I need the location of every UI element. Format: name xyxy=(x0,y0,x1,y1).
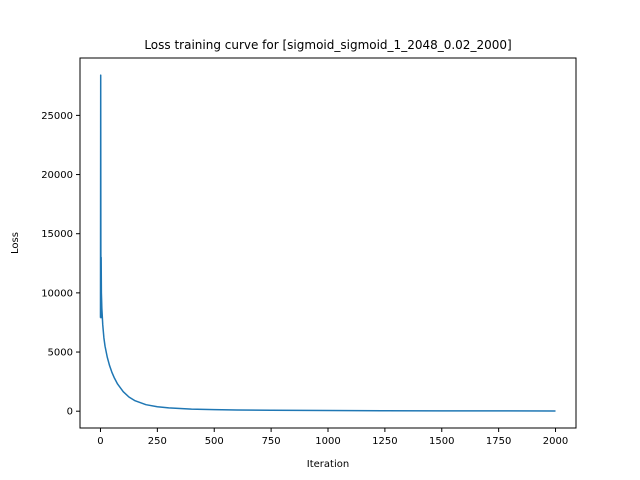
x-axis-ticks: 0 250 500 750 1000 1250 1500 1750 2000 xyxy=(97,428,568,447)
series-layer xyxy=(99,74,556,412)
x-tick-label-1: 250 xyxy=(148,436,167,447)
y-tick-label-4: 20000 xyxy=(41,170,73,181)
series-line-0 xyxy=(99,74,556,412)
x-tick-label-8: 2000 xyxy=(543,436,568,447)
x-tick-label-7: 1750 xyxy=(486,436,511,447)
y-tick-label-2: 10000 xyxy=(41,288,73,299)
x-tick-label-2: 500 xyxy=(205,436,224,447)
y-tick-label-5: 25000 xyxy=(41,111,73,122)
chart-title: Loss training curve for [sigmoid_sigmoid… xyxy=(144,38,511,52)
x-tick-label-3: 750 xyxy=(262,436,281,447)
x-axis-label: Iteration xyxy=(307,459,349,470)
y-axis-ticks: 0 5000 10000 15000 20000 25000 xyxy=(41,111,80,418)
y-tick-label-0: 0 xyxy=(67,407,73,418)
y-tick-label-3: 15000 xyxy=(41,229,73,240)
x-tick-label-6: 1500 xyxy=(429,436,454,447)
x-tick-label-0: 0 xyxy=(97,436,103,447)
x-tick-label-4: 1000 xyxy=(315,436,340,447)
y-tick-label-1: 5000 xyxy=(48,348,73,359)
y-axis-label: Loss xyxy=(10,232,21,254)
x-tick-label-5: 1250 xyxy=(372,436,397,447)
